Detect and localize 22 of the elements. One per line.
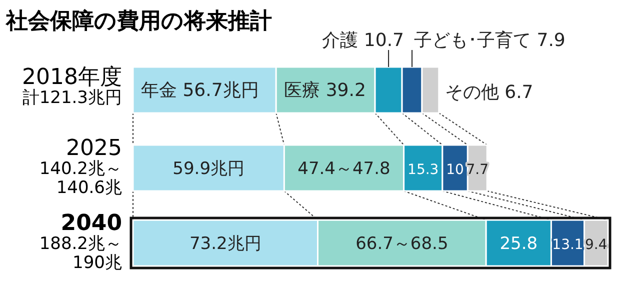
data-label: 73.2兆円 (189, 234, 262, 254)
text: 介護 10.7 (322, 30, 404, 51)
total-label: 188.2兆～190兆 (39, 234, 122, 273)
chart-title: 社会保障の費用の将来推計 (5, 8, 272, 34)
text: その他 6.7 (444, 82, 534, 103)
data-label: 9.4 (585, 237, 608, 253)
data-label: 66.7～68.5 (356, 234, 448, 254)
data-label: 25.8 (500, 234, 538, 254)
text: 子ども･子育て 7.9 (414, 30, 566, 51)
data-label: 59.9兆円 (172, 159, 245, 179)
total-label: 計121.3兆円 (22, 88, 122, 108)
y-tick-label: 2040 (60, 211, 122, 236)
y-tick-label: 2018年度 (22, 65, 122, 90)
data-label: 10 (446, 162, 464, 178)
data-label: 13.1 (552, 237, 584, 253)
text: 医療 39.2 (284, 80, 366, 101)
data-label: 15.3 (408, 162, 439, 178)
data-label: 7.7 (466, 162, 489, 178)
y-tick-label: 2025 (66, 136, 122, 161)
data-label: 47.4～47.8 (298, 159, 390, 179)
text: 年金 56.7兆円 (141, 80, 259, 101)
total-label: 140.2兆～140.6兆 (39, 159, 122, 198)
